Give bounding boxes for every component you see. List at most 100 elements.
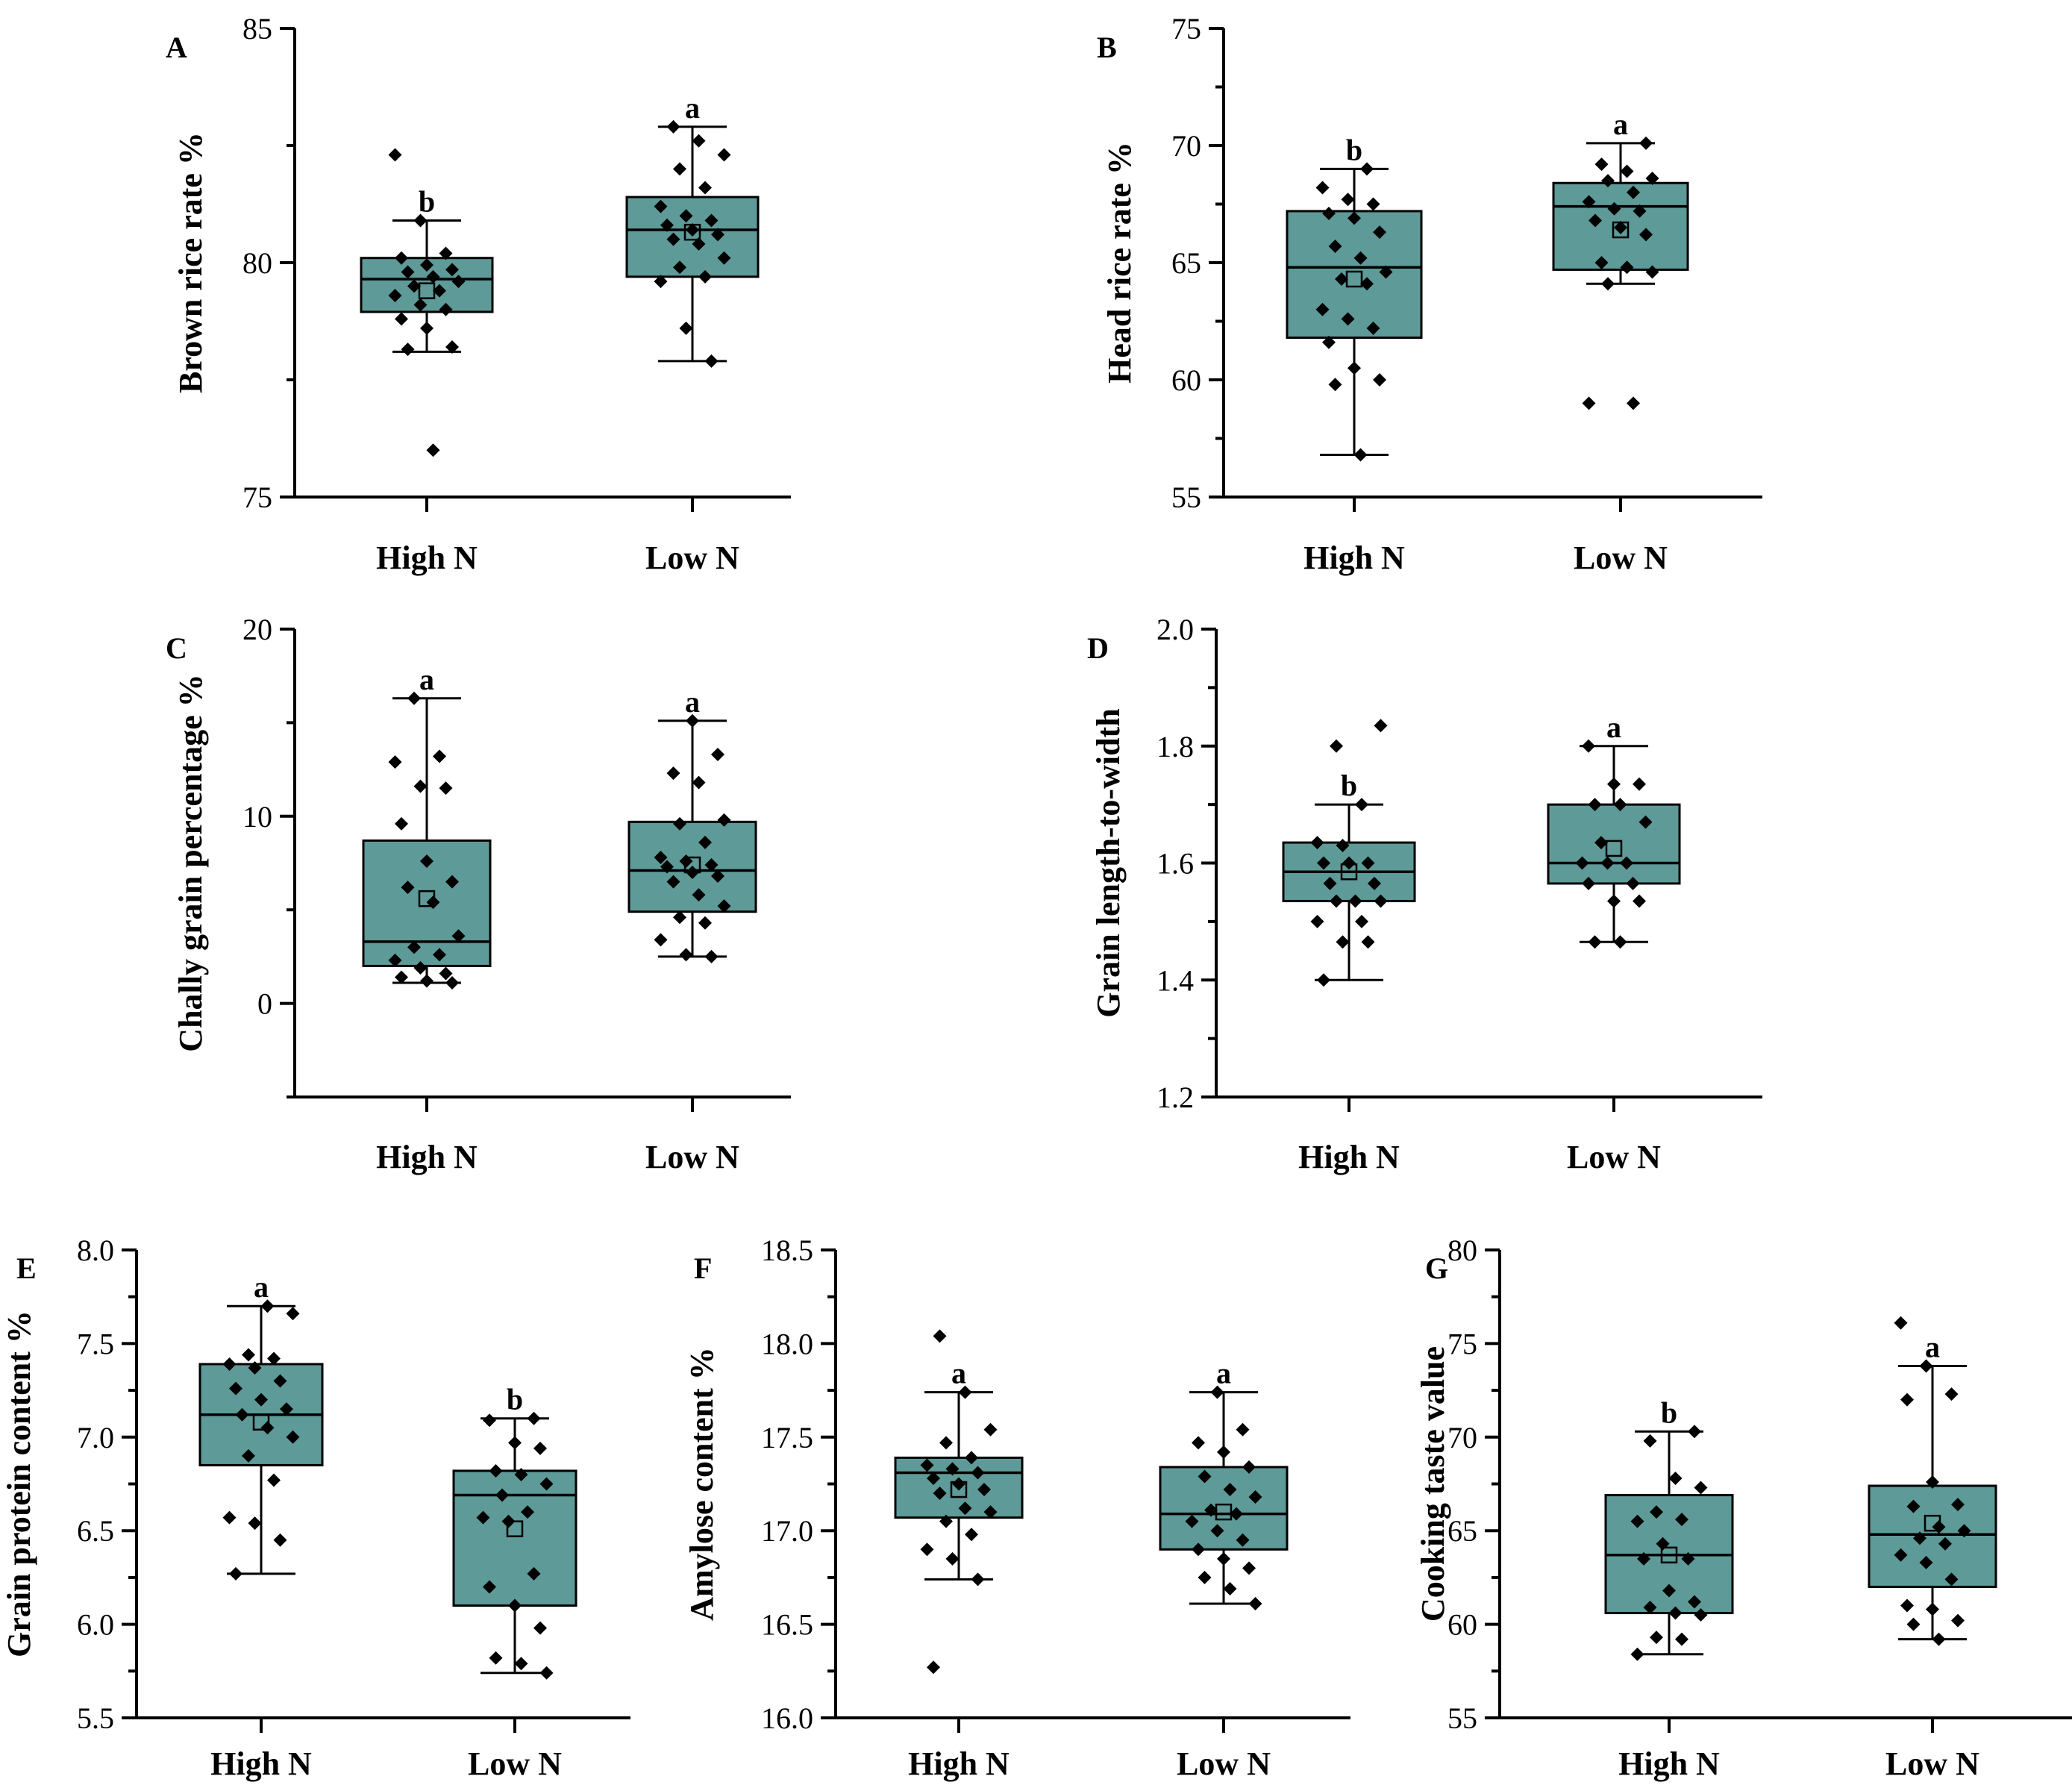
y-tick-label: 55 [1447, 1701, 1477, 1735]
significance-letter: b [1661, 1395, 1677, 1429]
data-point [1668, 1606, 1683, 1620]
box-group-high-n: High N b [360, 148, 494, 576]
data-point [717, 899, 731, 913]
data-point [445, 976, 459, 990]
data-point [1620, 164, 1634, 178]
data-point [451, 929, 466, 943]
panel-b: 55 60 65 70 75 Head rice rate % B High N b Low N a [1097, 12, 1762, 576]
box-iqr [1286, 210, 1423, 339]
data-point [1688, 1425, 1701, 1439]
data-point [1662, 1584, 1676, 1598]
data-point [654, 850, 668, 864]
data-point [666, 232, 680, 246]
y-tick-label: 2.0 [1156, 613, 1194, 646]
data-point [439, 781, 453, 796]
data-point [1374, 894, 1388, 908]
data-point [521, 1505, 534, 1519]
data-point [1248, 1597, 1262, 1611]
data-point [1900, 1393, 1914, 1407]
box-group-low-n: Low N a [627, 685, 757, 1175]
data-point [1906, 1617, 1921, 1631]
data-point [407, 691, 421, 705]
data-point [1348, 361, 1361, 375]
data-point [1361, 935, 1375, 949]
data-point [1643, 1601, 1657, 1615]
data-point [717, 148, 731, 162]
y-tick-label: 85 [242, 12, 272, 46]
y-tick-label: 70 [1171, 129, 1201, 163]
data-point [927, 1471, 940, 1485]
data-point [704, 354, 719, 368]
data-point [248, 1516, 262, 1531]
data-point [527, 1411, 541, 1425]
data-point [698, 835, 712, 849]
panel-e: 5.5 6.0 6.5 7.0 7.5 8.0 Grain protein content … [1, 1234, 630, 1782]
x-category-label: Low N [645, 1139, 739, 1175]
data-point [1607, 777, 1621, 791]
data-point [1613, 935, 1627, 949]
data-point [533, 1441, 547, 1455]
box-group-high-n: High N a [362, 663, 492, 1175]
significance-letter: a [254, 1270, 269, 1304]
data-point [1353, 448, 1368, 462]
data-point [1926, 1475, 1939, 1489]
data-point [1675, 1632, 1688, 1646]
x-category-label: High N [1618, 1745, 1720, 1782]
y-tick-label: 8.0 [77, 1234, 114, 1267]
data-point [1951, 1613, 1965, 1628]
data-point [1317, 856, 1330, 870]
data-point [1600, 856, 1615, 870]
data-point [395, 251, 408, 265]
y-axis-title: Grain length-to-width [1090, 708, 1127, 1017]
data-point [229, 1381, 242, 1395]
y-tick-label: 20 [242, 613, 272, 646]
y-tick-label: 0 [257, 987, 272, 1021]
data-point [1348, 211, 1361, 225]
data-point [673, 910, 686, 925]
data-point [1688, 1595, 1701, 1609]
significance-letter: a [1925, 1330, 1940, 1363]
data-point [388, 148, 402, 162]
data-point [1582, 195, 1596, 209]
significance-letter: b [1341, 769, 1357, 802]
mean-marker [950, 1481, 968, 1498]
box-iqr [452, 1469, 578, 1607]
mean-marker [1605, 840, 1623, 857]
data-point [433, 284, 446, 298]
panel-letter: C [166, 631, 187, 665]
data-point [1322, 207, 1336, 221]
data-point [1335, 272, 1348, 286]
data-point [1217, 1551, 1230, 1566]
data-point [666, 875, 680, 889]
data-point [933, 1329, 947, 1343]
data-point [704, 949, 719, 963]
data-point [1639, 228, 1653, 242]
data-point [483, 1580, 496, 1594]
data-point [1643, 1434, 1657, 1448]
data-point [1607, 894, 1621, 908]
data-point [1675, 1513, 1688, 1527]
y-tick-label: 7.5 [77, 1327, 114, 1360]
data-point [222, 1357, 237, 1371]
mean-marker [252, 1413, 270, 1431]
data-point [1360, 162, 1374, 176]
data-point [1630, 1514, 1644, 1528]
data-point [1310, 836, 1324, 850]
y-tick-label: 1.2 [1156, 1081, 1194, 1114]
data-point [1223, 1483, 1237, 1497]
data-point [1601, 277, 1615, 291]
data-point [920, 1542, 934, 1557]
mean-marker [1345, 270, 1363, 288]
data-point [717, 813, 731, 827]
mean-marker [418, 890, 436, 907]
data-point [420, 321, 434, 335]
data-point [927, 1660, 940, 1675]
panel-letter: A [166, 31, 187, 64]
y-axis-title: Head rice rate % [1101, 142, 1138, 384]
panel-letter: F [694, 1251, 712, 1285]
data-point [242, 1348, 255, 1362]
data-point [401, 343, 415, 357]
y-tick-label: 60 [1171, 363, 1201, 397]
box-group-high-n: High N b [1604, 1395, 1734, 1782]
